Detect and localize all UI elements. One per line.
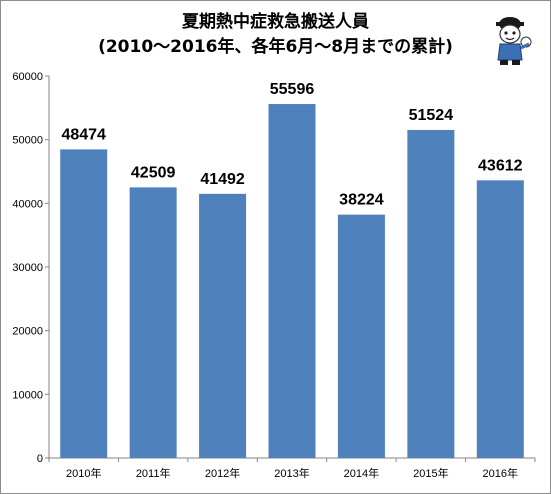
bar (199, 193, 247, 458)
y-tick-label: 30000 (12, 262, 43, 274)
bar (407, 129, 455, 458)
bars (60, 104, 524, 459)
bar (129, 187, 177, 458)
chart-title-block: 夏期熱中症救急搬送人員 (2010～2016年、各年6月～8月までの累計) (0, 10, 551, 60)
y-tick-label: 60000 (12, 71, 43, 83)
y-tick-label: 50000 (12, 135, 43, 147)
x-tick-label: 2012年 (205, 466, 240, 480)
bar (60, 149, 108, 458)
chart-subtitle: (2010～2016年、各年6月～8月までの累計) (98, 37, 453, 57)
y-tick-label: 10000 (12, 389, 43, 401)
bar (268, 104, 316, 458)
y-tick-label: 0 (37, 453, 43, 465)
data-label: 55596 (270, 81, 315, 98)
bar (337, 214, 385, 458)
data-label: 41492 (200, 171, 245, 188)
x-tick-label: 2015年 (413, 466, 448, 480)
data-label: 42509 (131, 164, 176, 181)
x-tick-label: 2010年 (66, 466, 101, 480)
data-label: 43612 (478, 157, 523, 174)
y-tick-label: 20000 (12, 326, 43, 338)
data-label: 38224 (339, 192, 384, 209)
x-tick-label: 2014年 (344, 466, 379, 480)
data-labels: 48474 42509 41492 55596 38224 51524 43612 (61, 81, 522, 209)
x-axis-ticks: 2010年 2011年 2012年 2013年 2014年 2015年 2016年 (48, 458, 536, 480)
x-tick-label: 2011年 (136, 466, 171, 480)
y-axis-ticks: 0 10000 20000 30000 40000 50000 60000 (12, 71, 49, 465)
bar (476, 180, 524, 459)
chart-title: 夏期熱中症救急搬送人員 (182, 12, 369, 32)
data-label: 51524 (409, 107, 454, 124)
mascot-character-icon (496, 17, 532, 65)
y-tick-label: 40000 (12, 198, 43, 210)
x-tick-label: 2013年 (274, 466, 309, 480)
x-tick-label: 2016年 (483, 466, 518, 480)
data-label: 48474 (61, 126, 106, 143)
